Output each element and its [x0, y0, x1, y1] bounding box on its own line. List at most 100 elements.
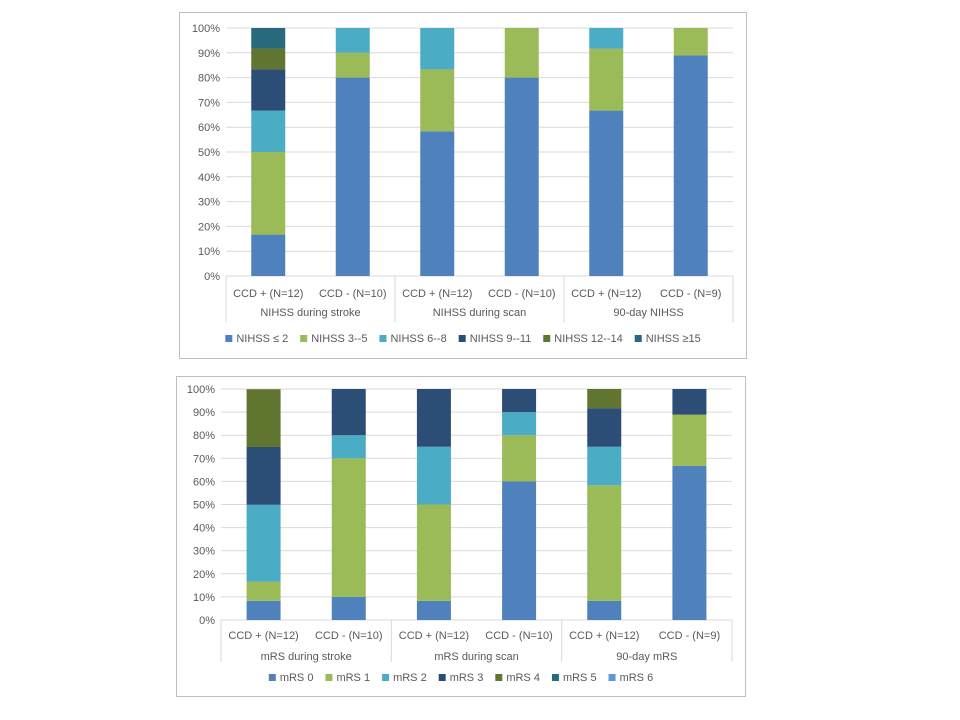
bar-segment	[589, 110, 624, 276]
legend-swatch	[325, 674, 333, 681]
mrs-stacked-bar-chart: 0% 10% 20% 30% 40% 50% 60% 70% 80% 90% 100% CCD + (…	[187, 384, 733, 684]
bar-segment	[246, 389, 281, 447]
legend-label: mRS 5	[563, 672, 597, 684]
bar-segment	[331, 435, 366, 459]
x-group-label: mRS during scan	[434, 651, 518, 663]
bar-segment	[251, 234, 286, 276]
y-tick-label: 90%	[193, 407, 215, 419]
y-tick-label: 10%	[198, 246, 220, 258]
legend-swatch	[225, 335, 233, 342]
x-category-label: CCD - (N=9)	[659, 630, 720, 642]
nihss-stacked-bar-chart: 0% 10% 20% 30% 40% 50% 60% 70% 80% 90% 100% CCD + (…	[192, 23, 734, 345]
bar-segment	[331, 458, 366, 597]
x-category-label: CCD - (N=10)	[488, 288, 556, 300]
legend-swatch	[458, 335, 466, 342]
legend-swatch	[300, 335, 308, 342]
bar-segment	[502, 389, 537, 413]
bar-segment	[502, 412, 537, 436]
legend-label: NIHSS 9--11	[470, 333, 532, 345]
y-tick-label: 60%	[198, 122, 220, 134]
bar-segment	[331, 596, 366, 620]
legend-label: mRS 3	[450, 672, 484, 684]
y-tick-label: 100%	[192, 23, 220, 35]
x-group-label: NIHSS during stroke	[260, 307, 360, 319]
nihss-chart-panel: 0% 10% 20% 30% 40% 50% 60% 70% 80% 90% 100% CCD + (…	[179, 12, 747, 359]
y-tick-label: 90%	[198, 48, 220, 60]
y-tick-label: 70%	[193, 453, 215, 465]
y-tick-label: 0%	[199, 615, 215, 627]
bar-segment	[587, 485, 622, 601]
legend-label: mRS 1	[336, 672, 370, 684]
legend-label: mRS 6	[620, 672, 654, 684]
bar-segment	[672, 389, 707, 415]
bar-segment	[672, 465, 707, 620]
bar-segment	[251, 69, 286, 111]
x-category-label: CCD + (N=12)	[571, 288, 641, 300]
bar-segment	[251, 48, 286, 70]
y-tick-label: 70%	[198, 97, 220, 109]
y-tick-label: 20%	[198, 221, 220, 233]
x-category-label: CCD + (N=12)	[233, 288, 303, 300]
legend-label: NIHSS 3--5	[311, 333, 367, 345]
y-tick-label: 40%	[193, 523, 215, 535]
bar-segment	[335, 77, 370, 276]
x-category-label: CCD + (N=12)	[402, 288, 472, 300]
bar-segment	[502, 435, 537, 482]
legend-label: mRS 2	[393, 672, 427, 684]
bar-segment	[587, 389, 622, 409]
mrs-legend: mRS 0 mRS 1 mRS 2 mRS 3 mRS 4 mRS 5 mRS 6	[268, 672, 654, 684]
bar-segment	[335, 52, 370, 78]
bar-segment	[587, 408, 622, 447]
bar-segment	[416, 446, 451, 505]
x-category-label: CCD - (N=9)	[660, 288, 721, 300]
bar-segment	[416, 389, 451, 447]
bar-segment	[420, 69, 455, 132]
legend-swatch	[634, 335, 642, 342]
y-tick-label: 80%	[198, 73, 220, 85]
bar-segment	[420, 131, 455, 276]
legend-swatch	[543, 335, 551, 342]
bar-segment	[502, 481, 537, 620]
legend-label: mRS 4	[506, 672, 540, 684]
y-tick-label: 100%	[187, 384, 215, 396]
bar-segment	[589, 48, 624, 111]
y-tick-label: 40%	[198, 172, 220, 184]
bar-segment	[420, 28, 455, 70]
legend-label: NIHSS 12--14	[554, 333, 622, 345]
bar-segment	[246, 504, 281, 582]
nihss-legend: NIHSS ≤ 2 NIHSS 3--5 NIHSS 6--8 NIHSS 9--11…	[225, 333, 701, 345]
legend-swatch	[551, 674, 559, 681]
x-category-label: CCD + (N=12)	[569, 630, 639, 642]
bar-segment	[246, 600, 281, 620]
legend-swatch	[382, 674, 390, 681]
bar-segment	[335, 28, 370, 53]
bar-segment	[504, 28, 539, 78]
x-group-label: NIHSS during scan	[433, 307, 527, 319]
legend-label: mRS 0	[280, 672, 314, 684]
x-group-label: 90-day mRS	[616, 651, 677, 663]
bar-segment	[672, 414, 707, 466]
legend-swatch	[495, 674, 503, 681]
bar-segment	[246, 446, 281, 505]
legend-swatch	[268, 674, 276, 681]
x-category-label: CCD + (N=12)	[399, 630, 469, 642]
bar-segment	[416, 504, 451, 601]
bar-segment	[673, 28, 708, 56]
x-group-label: 90-day NIHSS	[613, 307, 683, 319]
bar-segment	[587, 446, 622, 486]
bar-segment	[589, 28, 624, 49]
y-tick-label: 30%	[193, 546, 215, 558]
y-tick-label: 20%	[193, 569, 215, 581]
x-category-label: CCD - (N=10)	[315, 630, 383, 642]
legend-swatch	[608, 674, 616, 681]
x-category-label: CCD + (N=12)	[228, 630, 298, 642]
legend-swatch	[438, 674, 446, 681]
bar-segment	[251, 28, 286, 49]
bar-segment	[673, 55, 708, 276]
y-tick-label: 30%	[198, 197, 220, 209]
bar-segment	[246, 581, 281, 601]
y-tick-label: 0%	[204, 271, 220, 283]
y-tick-label: 60%	[193, 476, 215, 488]
x-category-label: CCD - (N=10)	[319, 288, 387, 300]
mrs-chart-panel: 0% 10% 20% 30% 40% 50% 60% 70% 80% 90% 100% CCD + (…	[176, 376, 746, 697]
